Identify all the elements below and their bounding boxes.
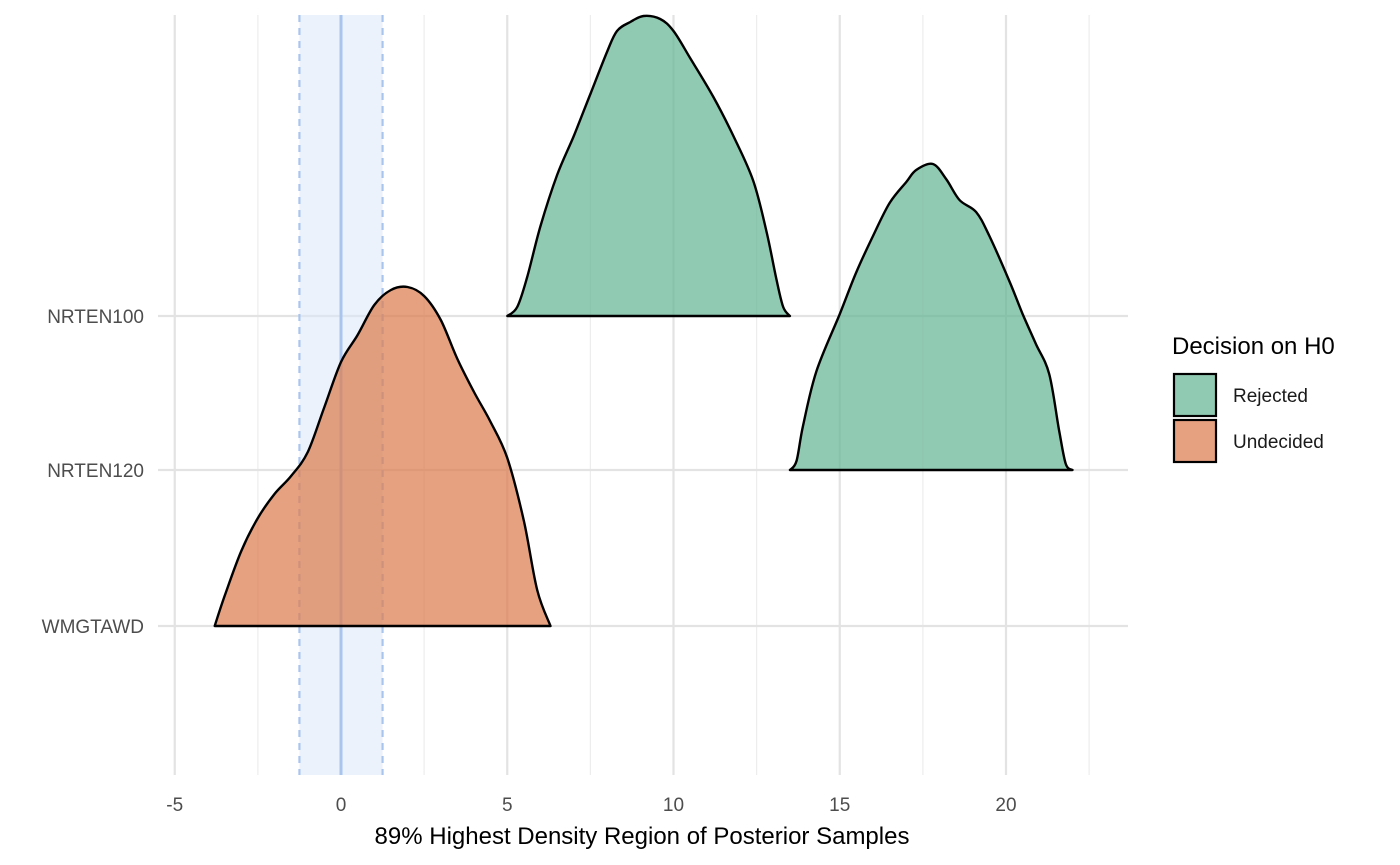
x-tick-label: 0 xyxy=(336,795,347,816)
x-tick-label: 20 xyxy=(995,795,1016,816)
y-tick-label: WMGTAWD xyxy=(42,617,144,638)
legend-items: Rejected Undecided xyxy=(1172,372,1324,464)
x-tick-label: 10 xyxy=(663,795,684,816)
legend-title: Decision on H0 xyxy=(1172,333,1335,360)
density-ridges xyxy=(213,14,1074,628)
x-tick-label: 15 xyxy=(829,795,850,816)
x-axis-tick-labels: -5 0 5 10 15 20 xyxy=(166,795,1016,816)
y-tick-label: NRTEN100 xyxy=(47,307,144,328)
legend-swatch-undecided xyxy=(1172,418,1218,464)
x-tick-label: -5 xyxy=(166,795,183,816)
density-ridge-nrten100 xyxy=(506,14,792,318)
density-ridge-nrten120 xyxy=(788,162,1074,472)
x-tick-label: 5 xyxy=(502,795,513,816)
x-axis-title: 89% Highest Density Region of Posterior … xyxy=(375,823,910,850)
y-tick-label: NRTEN120 xyxy=(47,461,144,482)
legend-label-undecided: Undecided xyxy=(1233,432,1324,453)
legend: Decision on H0 Rejected Undecided xyxy=(1172,333,1335,464)
density-ridge-wmgtawd xyxy=(213,285,552,628)
legend-label-rejected: Rejected xyxy=(1233,386,1308,407)
legend-swatch-rejected xyxy=(1172,372,1218,418)
y-axis-tick-labels: WMGTAWD NRTEN120 NRTEN100 xyxy=(42,307,144,638)
